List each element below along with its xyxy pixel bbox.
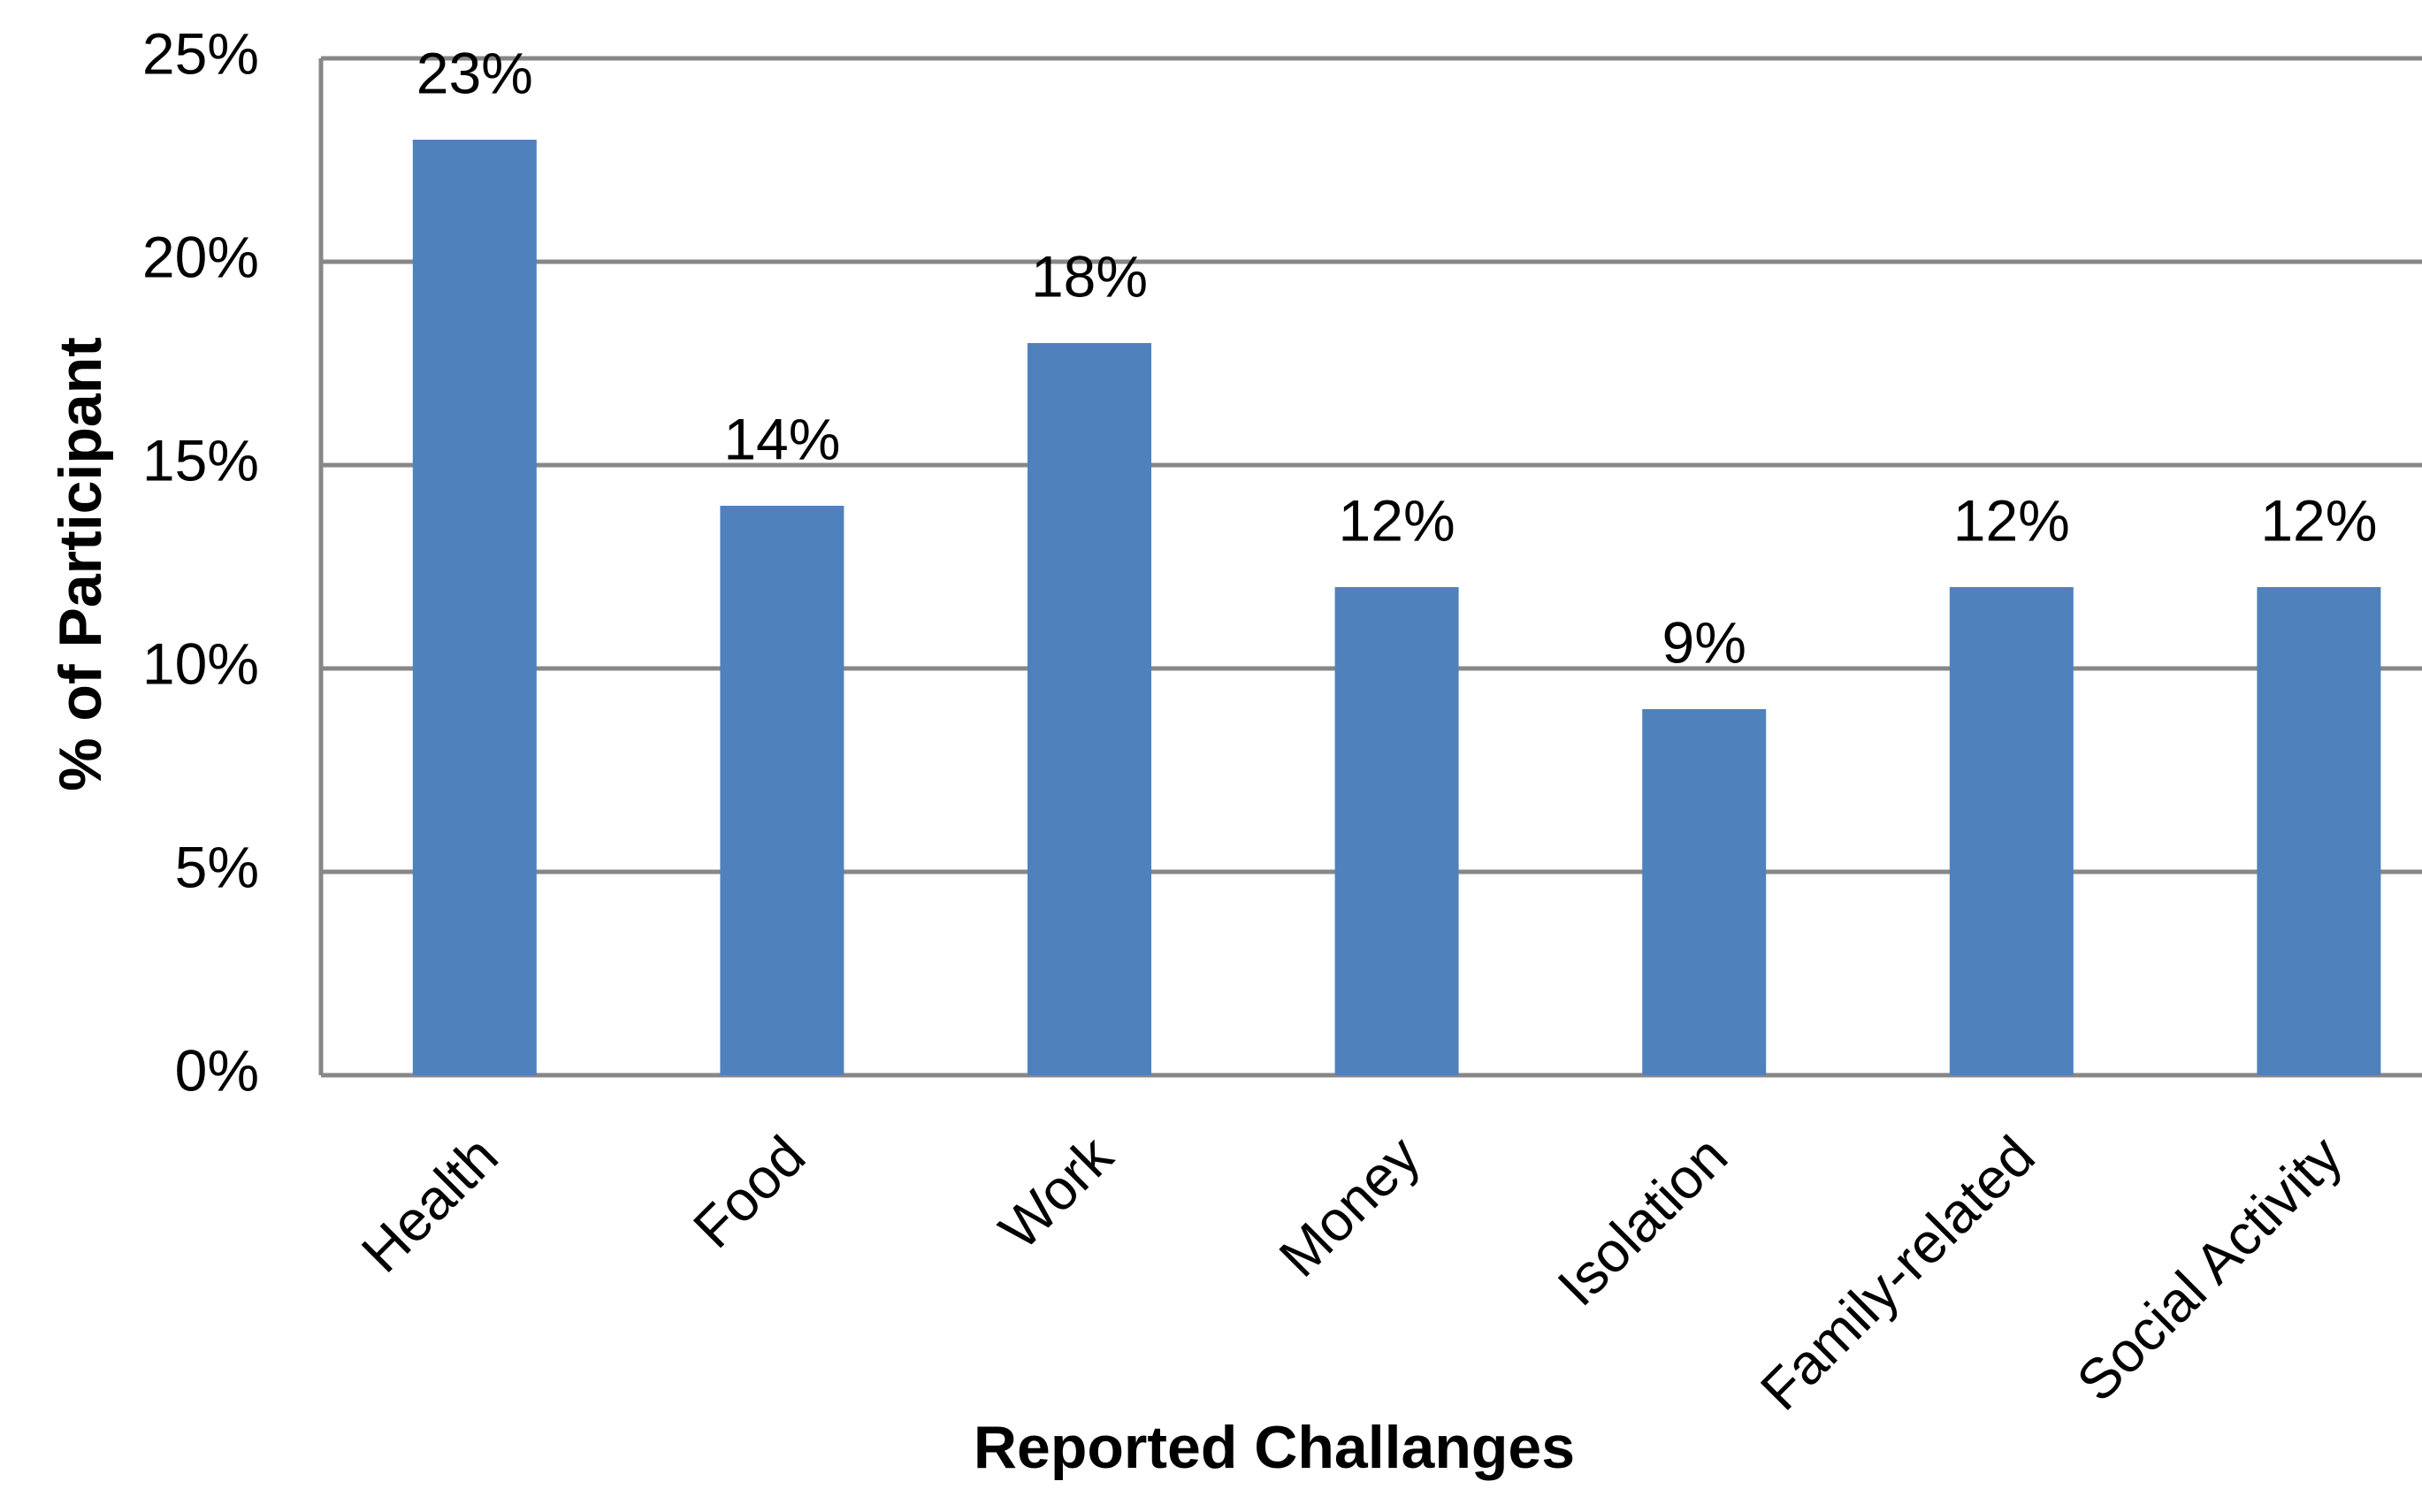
x-tick-label: Isolation [1546, 1124, 1739, 1317]
y-tick-label: 15% [142, 427, 259, 493]
bar [1334, 587, 1459, 1075]
x-tick-label: Work [987, 1123, 1125, 1261]
x-tick-label: Health [349, 1124, 510, 1285]
y-tick-label: 10% [142, 630, 259, 696]
y-tick-label: 20% [142, 224, 259, 289]
bar [1949, 587, 2074, 1075]
x-axis-title: Reported Challanges [974, 1414, 1575, 1481]
data-label: 12% [1953, 487, 2070, 553]
x-tick-label: Money [1267, 1124, 1433, 1289]
bar [1642, 709, 1767, 1075]
x-tick-label: Social Activity [2065, 1124, 2355, 1414]
data-label: 23% [416, 40, 533, 105]
bar [720, 506, 844, 1075]
data-label: 12% [2260, 487, 2377, 553]
data-label: 12% [1339, 487, 1455, 553]
data-label: 18% [1031, 243, 1148, 309]
y-tick-label: 0% [175, 1037, 259, 1103]
data-label: 9% [1662, 609, 1746, 675]
y-axis-title: % of Participant [47, 337, 114, 791]
bar [1028, 343, 1151, 1075]
y-tick-label: 25% [142, 20, 259, 86]
x-tick-label: Food [681, 1124, 817, 1260]
x-tick-label: Family-related [1748, 1124, 2047, 1423]
y-tick-label: 5% [175, 834, 259, 899]
bar [2257, 587, 2381, 1075]
data-label: 14% [723, 406, 840, 471]
bar [412, 140, 537, 1075]
